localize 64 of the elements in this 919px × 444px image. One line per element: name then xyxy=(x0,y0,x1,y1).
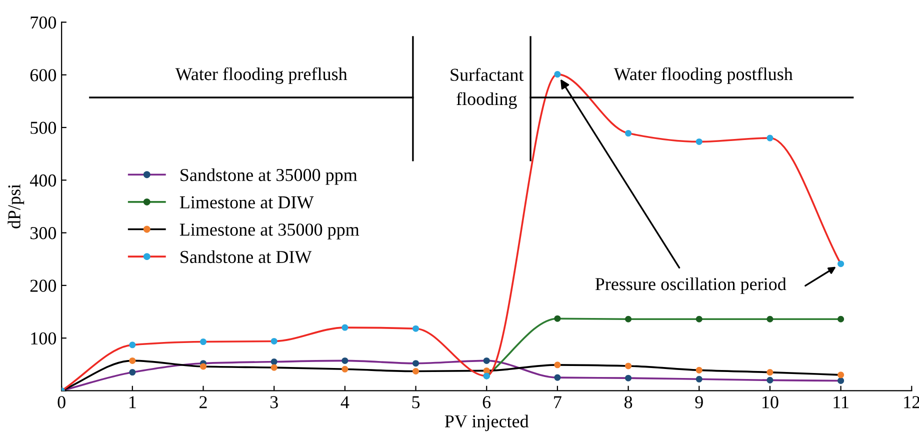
point xyxy=(625,316,632,322)
point xyxy=(270,364,278,371)
point xyxy=(412,368,420,374)
point xyxy=(554,315,561,322)
y-tick-label: 700 xyxy=(30,16,56,29)
annotation: Water flooding preflush xyxy=(175,67,348,84)
x-tick-label: 3 xyxy=(270,396,278,408)
annotation: Surfactant flooding xyxy=(450,68,524,109)
x-tick-label: 5 xyxy=(412,396,420,408)
x-axis-title: PV injected xyxy=(444,414,529,432)
legend-label: Limestone at 35000 ppm xyxy=(180,224,360,240)
point xyxy=(766,376,774,384)
x-tick-label: 11 xyxy=(834,396,848,408)
y-tick-label: 300 xyxy=(30,227,56,240)
point xyxy=(129,369,136,376)
y-axis-title: dP/psi xyxy=(8,184,24,228)
point xyxy=(766,134,774,142)
point xyxy=(838,260,844,268)
point xyxy=(270,338,278,344)
point xyxy=(412,360,420,367)
x-tick-label: 9 xyxy=(695,396,703,408)
point xyxy=(554,362,561,368)
point xyxy=(554,71,561,78)
point xyxy=(129,357,136,364)
legend-label: Sandstone at DIW xyxy=(180,250,312,264)
y-tick-label: 400 xyxy=(30,174,56,187)
x-tick-label: 6 xyxy=(482,396,491,408)
point xyxy=(554,374,561,381)
point xyxy=(270,358,278,366)
point xyxy=(625,374,632,382)
point xyxy=(483,357,490,364)
point xyxy=(412,325,420,332)
y-tick-label: 500 xyxy=(30,122,56,134)
point xyxy=(625,130,632,137)
point xyxy=(838,316,844,322)
point xyxy=(696,138,702,145)
point xyxy=(696,316,702,322)
annotation: Pressure oscillation period xyxy=(595,278,786,294)
point xyxy=(342,324,348,331)
y-tick-label: 200 xyxy=(30,280,56,292)
point xyxy=(696,376,702,382)
point xyxy=(696,366,702,374)
point xyxy=(838,377,844,384)
point xyxy=(838,372,844,378)
point xyxy=(766,316,774,322)
annotation: Water flooding postflush xyxy=(614,67,793,84)
x-tick-label: 8 xyxy=(624,396,632,408)
legend-label: Limestone at DIW xyxy=(180,196,314,209)
point xyxy=(342,366,348,372)
point xyxy=(766,369,774,376)
point xyxy=(342,357,348,364)
point xyxy=(200,338,207,346)
x-tick-label: 2 xyxy=(200,396,207,408)
x-tick-label: 0 xyxy=(58,396,66,408)
y-tick-label: 600 xyxy=(30,69,56,82)
point xyxy=(200,363,207,370)
y-tick-label: 100 xyxy=(31,332,56,345)
x-tick-label: 1 xyxy=(129,396,136,408)
x-tick-label: 7 xyxy=(554,396,562,408)
point xyxy=(625,362,632,370)
x-tick-label: 4 xyxy=(340,396,350,408)
point xyxy=(129,342,136,348)
x-tick-label: 10 xyxy=(762,396,778,408)
legend-label: Sandstone at 35000 ppm xyxy=(180,168,358,185)
